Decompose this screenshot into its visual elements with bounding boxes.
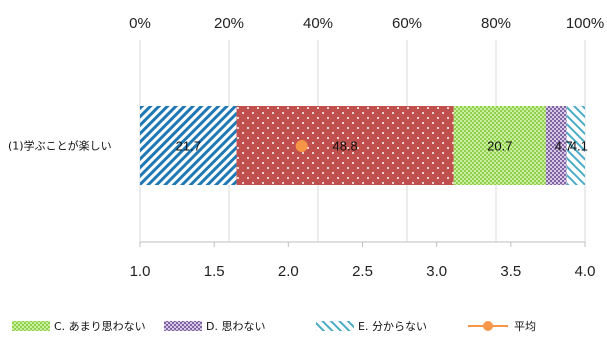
bottom-tick-label: 1.0 — [130, 263, 151, 280]
legend-label-average: 平均 — [514, 320, 536, 333]
bottom-tick-label: 2.0 — [278, 263, 299, 280]
legend-average-marker — [483, 321, 493, 331]
data-label: 20.7 — [487, 139, 512, 154]
data-label: 4.1 — [570, 139, 588, 154]
data-label: 21.7 — [176, 139, 201, 154]
legend-swatch — [164, 321, 202, 331]
data-label: 48.8 — [332, 139, 357, 154]
legend: C. あまり思わない D. 思わない E. 分からない 平均 — [12, 320, 536, 333]
top-tick-label: 80% — [481, 15, 511, 32]
top-axis-tick-labels: 0% 20% 40% 60% 80% 100% — [129, 15, 604, 32]
top-tick-label: 40% — [303, 15, 333, 32]
bar-segments — [140, 106, 585, 185]
legend-swatch — [316, 321, 354, 331]
bar-segment — [453, 106, 546, 185]
data-label: 4.7 — [555, 139, 573, 154]
bottom-tick-label: 3.0 — [426, 263, 447, 280]
top-tick-label: 60% — [392, 15, 422, 32]
average-marker — [295, 140, 308, 152]
legend-label: C. あまり思わない — [54, 320, 146, 333]
average-marker-layer — [295, 140, 308, 152]
top-tick-label: 100% — [566, 15, 604, 32]
bottom-axis-tick-labels: 1.0 1.5 2.0 2.5 3.0 3.5 4.0 — [130, 263, 596, 280]
top-tick-label: 20% — [214, 15, 244, 32]
bar-segment — [140, 106, 237, 185]
bar-segment — [566, 106, 585, 185]
top-tick-label: 0% — [129, 15, 151, 32]
category-label: (1)学ぶことが楽しい — [8, 139, 112, 153]
bar-segment — [545, 106, 567, 185]
bar-segment — [236, 106, 454, 185]
bottom-tick-label: 4.0 — [575, 263, 596, 280]
legend-label: D. 思わない — [206, 320, 265, 333]
bottom-tick-label: 2.5 — [352, 263, 373, 280]
legend-label: E. 分からない — [358, 320, 427, 333]
legend-swatch — [12, 321, 50, 331]
data-labels: 21.7 48.8 20.7 4.74.1 — [176, 139, 588, 154]
bottom-tick-label: 3.5 — [500, 263, 521, 280]
bottom-tick-label: 1.5 — [204, 263, 225, 280]
